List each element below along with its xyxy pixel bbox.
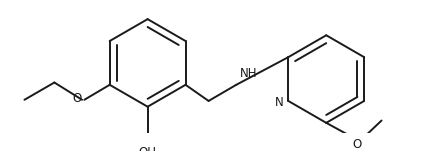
Text: OH: OH (138, 146, 157, 151)
Text: NH: NH (240, 67, 257, 80)
Text: N: N (275, 96, 284, 109)
Text: O: O (73, 92, 82, 105)
Text: O: O (353, 138, 362, 151)
